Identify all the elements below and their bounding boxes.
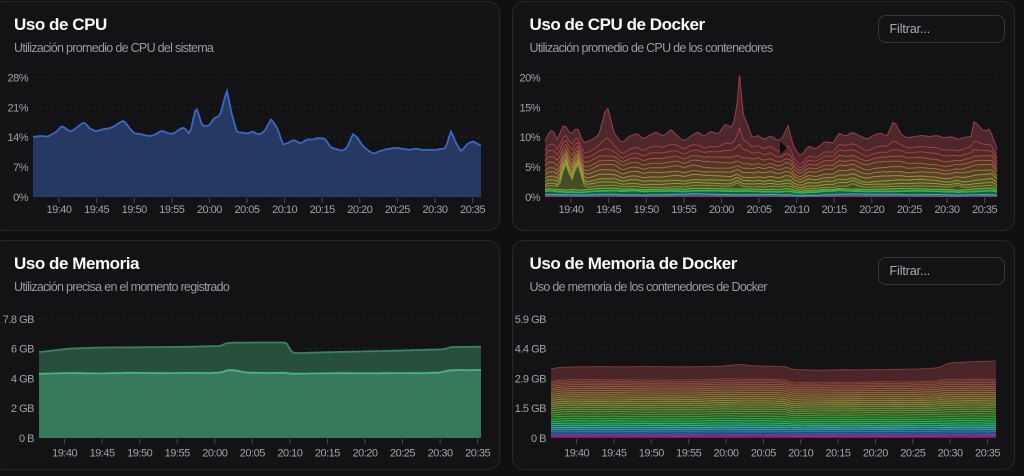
svg-text:5%: 5% [525, 162, 541, 174]
svg-text:20:15: 20:15 [822, 204, 847, 216]
svg-text:20:00: 20:00 [197, 204, 222, 216]
svg-text:10%: 10% [519, 132, 540, 144]
svg-text:20:20: 20:20 [347, 204, 372, 216]
svg-text:15%: 15% [519, 102, 540, 114]
svg-text:20:35: 20:35 [972, 204, 997, 216]
svg-text:20:25: 20:25 [385, 204, 410, 216]
svg-text:20:15: 20:15 [310, 204, 335, 216]
svg-text:1.5 GB: 1.5 GB [515, 403, 546, 415]
svg-text:19:40: 19:40 [52, 448, 77, 460]
svg-text:20:10: 20:10 [277, 448, 302, 460]
svg-text:0%: 0% [13, 192, 29, 204]
svg-text:20:25: 20:25 [897, 204, 922, 216]
svg-text:20:05: 20:05 [746, 204, 771, 216]
svg-text:20:30: 20:30 [428, 448, 453, 460]
svg-text:0 B: 0 B [19, 433, 34, 445]
svg-text:20:10: 20:10 [272, 204, 297, 216]
svg-text:19:55: 19:55 [159, 204, 184, 216]
svg-text:19:45: 19:45 [601, 448, 626, 460]
svg-text:19:50: 19:50 [639, 448, 664, 460]
svg-text:2.9 GB: 2.9 GB [515, 373, 546, 385]
svg-text:20:20: 20:20 [859, 204, 884, 216]
svg-text:6 GB: 6 GB [11, 344, 34, 356]
svg-text:14%: 14% [7, 132, 28, 144]
svg-text:19:45: 19:45 [90, 448, 115, 460]
svg-text:20:35: 20:35 [460, 204, 485, 216]
svg-text:20:25: 20:25 [900, 448, 925, 460]
svg-text:7.8 GB: 7.8 GB [3, 314, 34, 326]
svg-text:21%: 21% [7, 102, 28, 114]
svg-text:20:30: 20:30 [934, 204, 959, 216]
svg-text:5.9 GB: 5.9 GB [515, 314, 546, 326]
svg-text:20:25: 20:25 [390, 448, 415, 460]
svg-text:20:20: 20:20 [863, 448, 888, 460]
svg-text:20:35: 20:35 [975, 448, 1000, 460]
svg-text:19:50: 19:50 [122, 204, 147, 216]
svg-text:20:30: 20:30 [938, 448, 963, 460]
svg-text:19:40: 19:40 [564, 448, 589, 460]
svg-text:20:20: 20:20 [352, 448, 377, 460]
svg-text:19:55: 19:55 [671, 204, 696, 216]
svg-text:20%: 20% [519, 72, 540, 84]
svg-text:20:00: 20:00 [709, 204, 734, 216]
svg-text:20:15: 20:15 [825, 448, 850, 460]
svg-text:19:45: 19:45 [596, 204, 621, 216]
svg-text:19:50: 19:50 [127, 448, 152, 460]
svg-text:19:50: 19:50 [634, 204, 659, 216]
svg-text:19:55: 19:55 [165, 448, 190, 460]
svg-text:20:10: 20:10 [784, 204, 809, 216]
svg-text:20:15: 20:15 [315, 448, 340, 460]
svg-text:20:30: 20:30 [422, 204, 447, 216]
svg-text:4.4 GB: 4.4 GB [515, 344, 546, 356]
svg-text:20:00: 20:00 [202, 448, 227, 460]
svg-text:4 GB: 4 GB [11, 373, 34, 385]
svg-text:20:00: 20:00 [713, 448, 738, 460]
svg-text:28%: 28% [7, 72, 28, 84]
svg-text:2 GB: 2 GB [11, 403, 34, 415]
svg-text:20:35: 20:35 [465, 448, 490, 460]
svg-text:0 B: 0 B [531, 433, 546, 445]
svg-text:20:05: 20:05 [751, 448, 776, 460]
svg-text:0%: 0% [525, 192, 541, 204]
svg-text:20:10: 20:10 [788, 448, 813, 460]
svg-text:19:45: 19:45 [84, 204, 109, 216]
svg-text:20:05: 20:05 [234, 204, 259, 216]
svg-text:19:40: 19:40 [46, 204, 71, 216]
svg-text:19:40: 19:40 [558, 204, 583, 216]
svg-text:19:55: 19:55 [676, 448, 701, 460]
svg-text:20:05: 20:05 [240, 448, 265, 460]
svg-text:7%: 7% [13, 162, 29, 174]
